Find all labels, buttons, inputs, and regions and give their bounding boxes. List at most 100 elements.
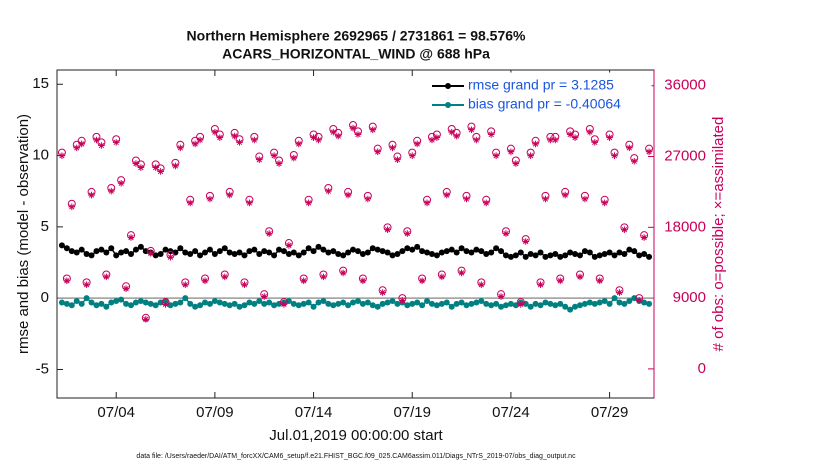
marker	[512, 160, 520, 167]
marker	[147, 249, 155, 257]
marker	[211, 298, 218, 305]
marker	[562, 252, 569, 259]
marker	[359, 250, 366, 257]
marker	[251, 300, 258, 307]
marker	[73, 298, 80, 305]
marker	[448, 246, 455, 253]
marker	[128, 302, 135, 309]
marker	[453, 300, 460, 307]
marker	[162, 301, 169, 308]
marker	[325, 300, 332, 307]
y2-tick-label: 9000	[673, 289, 706, 306]
marker	[463, 195, 470, 203]
marker	[488, 249, 495, 256]
marker	[414, 299, 421, 306]
marker	[596, 252, 603, 259]
marker	[305, 245, 312, 252]
marker	[626, 246, 633, 253]
marker	[409, 300, 416, 307]
marker	[63, 300, 70, 307]
marker	[547, 136, 554, 144]
marker	[384, 299, 391, 306]
marker	[192, 303, 199, 310]
marker	[423, 199, 431, 207]
marker	[567, 249, 574, 256]
marker	[419, 248, 426, 255]
marker	[265, 230, 273, 237]
x-tick-label: 07/14	[295, 404, 333, 421]
marker	[433, 134, 441, 141]
marker	[310, 134, 317, 141]
marker	[581, 248, 588, 255]
marker	[270, 152, 278, 160]
marker	[349, 124, 357, 132]
marker	[182, 295, 189, 302]
marker	[266, 299, 273, 306]
marker	[394, 250, 401, 257]
marker	[305, 299, 312, 306]
marker	[236, 303, 243, 310]
marker	[601, 199, 608, 207]
marker	[537, 302, 544, 309]
marker	[448, 128, 456, 136]
marker	[83, 281, 90, 289]
marker	[123, 300, 130, 307]
marker	[88, 299, 95, 306]
marker	[118, 249, 125, 256]
marker	[325, 187, 332, 195]
marker	[478, 298, 485, 305]
marker	[409, 246, 416, 253]
marker	[424, 249, 431, 256]
legend: rmse grand pr = 3.1285 bias grand pr = -0…	[427, 72, 652, 120]
marker	[448, 303, 455, 310]
marker	[581, 300, 588, 307]
marker	[88, 252, 95, 259]
marker	[276, 246, 283, 253]
marker	[152, 302, 159, 309]
marker	[547, 300, 554, 307]
marker	[152, 164, 159, 171]
marker	[73, 144, 81, 152]
marker	[458, 269, 465, 277]
marker	[621, 250, 628, 257]
marker	[364, 195, 372, 203]
marker	[374, 303, 381, 310]
marker	[290, 154, 298, 162]
marker	[497, 293, 505, 300]
marker	[216, 299, 223, 306]
marker	[196, 136, 204, 144]
marker	[616, 289, 623, 296]
marker	[340, 299, 347, 306]
marker	[236, 249, 243, 256]
marker	[572, 303, 579, 310]
marker	[123, 248, 130, 255]
marker	[211, 250, 218, 257]
marker	[152, 252, 159, 259]
marker	[68, 248, 75, 255]
marker	[315, 136, 322, 144]
marker	[418, 277, 426, 285]
marker	[108, 299, 115, 306]
marker	[157, 168, 164, 175]
marker	[271, 302, 278, 309]
marker	[364, 299, 371, 306]
marker	[246, 299, 253, 306]
marker	[256, 250, 263, 257]
marker	[211, 128, 219, 136]
legend-box	[427, 72, 652, 120]
marker	[552, 302, 559, 309]
marker	[473, 299, 480, 306]
marker	[285, 250, 292, 257]
marker	[621, 226, 628, 233]
marker	[606, 300, 613, 307]
marker	[576, 302, 583, 309]
marker	[330, 248, 337, 255]
y-axis-label: rmse and bias (model - observation)	[15, 114, 32, 354]
marker	[468, 126, 475, 134]
marker	[616, 299, 623, 306]
marker	[566, 131, 574, 138]
marker	[191, 140, 199, 148]
marker	[330, 302, 337, 309]
marker	[419, 302, 426, 309]
marker	[458, 245, 465, 252]
